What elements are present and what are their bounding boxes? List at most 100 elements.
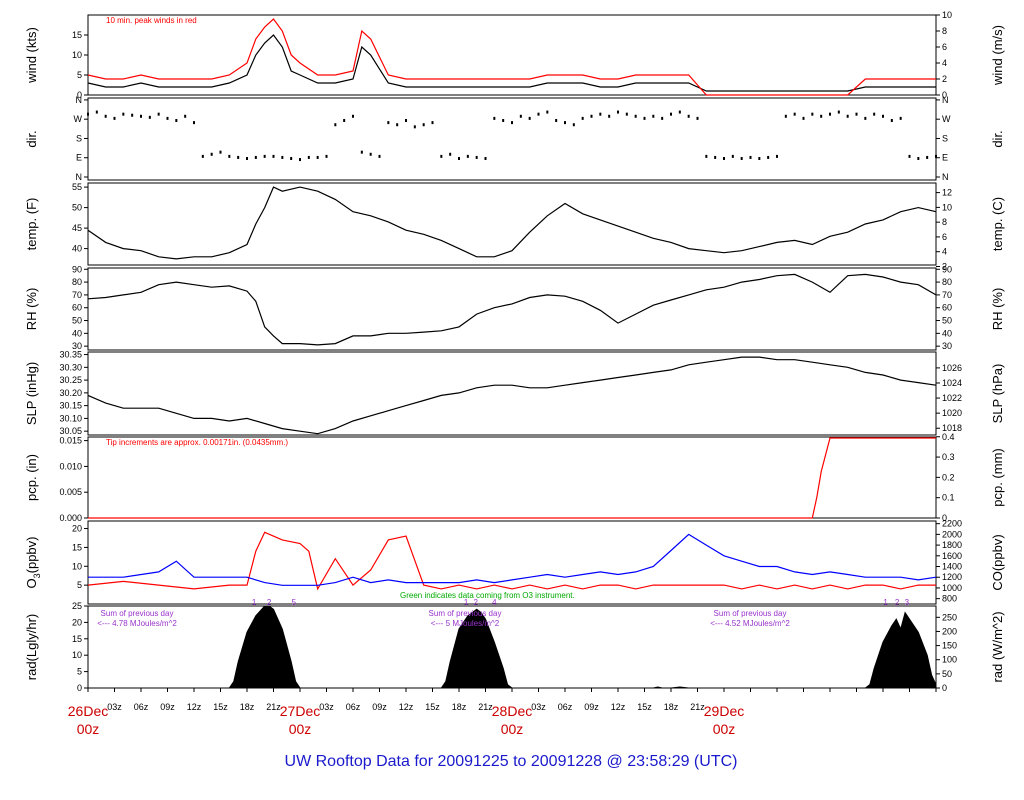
ytick-label-right: 40 (942, 328, 952, 338)
sun-marker: 1 (883, 598, 888, 607)
panel-frame (87, 267, 937, 351)
xtick-label: 15z (213, 702, 228, 712)
ytick-label-left: W (74, 114, 83, 124)
ytick-label-left: 0.010 (59, 461, 82, 471)
ytick-label-left: 20 (72, 524, 82, 534)
ytick-label-right: 100 (942, 655, 957, 665)
ylabel-right: dir. (990, 130, 1005, 147)
ytick-label-right: 1200 (942, 572, 962, 582)
ylabel-left: dir. (24, 130, 39, 147)
ytick-label-right: 200 (942, 626, 957, 636)
ytick-label-right: 8 (942, 217, 947, 227)
ytick-label-right: 6 (942, 232, 947, 242)
dir-point (148, 115, 151, 119)
ylabel-right: pcp. (mm) (990, 448, 1005, 507)
ytick-label-right: 0.3 (942, 452, 955, 462)
ytick-label-right: 0.4 (942, 432, 955, 442)
sun-marker: 2 (474, 598, 479, 607)
ylabel-left: SLP (inHg) (24, 362, 39, 425)
dir-point (705, 154, 708, 158)
panel-frame (87, 182, 937, 266)
panel-rh: RH (%) RH (%) 30 40 50 60 70 80 90 30 40 50 60 70 80 90 (24, 264, 1005, 351)
xtick-label: 18z (452, 702, 467, 712)
dir-point (926, 155, 929, 159)
series-line-red (88, 437, 936, 519)
radiation-area (88, 605, 937, 689)
ytick-label-left: 40 (72, 244, 82, 254)
ytick-label-left: 30.25 (59, 375, 82, 385)
sun-marker: 2 (895, 598, 900, 607)
ytick-label-left: 60 (72, 303, 82, 313)
dir-point (564, 121, 566, 125)
ytick-label-right: 0 (942, 513, 947, 523)
annotation: Green indicates data coming from O3 inst… (400, 591, 575, 600)
xtick-label: 06z (134, 702, 149, 712)
dir-point (387, 121, 390, 125)
dir-point (104, 114, 107, 118)
dir-point (528, 116, 531, 120)
ylabel-left: rad(Lgly/hr) (24, 614, 39, 680)
ytick-label-right: 1022 (942, 393, 962, 403)
dir-point (281, 155, 284, 159)
ytick-label-right: S (942, 133, 948, 143)
series-line-red (87, 531, 936, 591)
dir-point (307, 155, 310, 159)
dir-point (458, 157, 460, 160)
ytick-label-left: 45 (72, 223, 82, 233)
dir-point (776, 154, 778, 158)
dir-point (193, 121, 195, 125)
dir-point (890, 119, 893, 122)
dir-point (714, 155, 717, 159)
ytick-label-left: N (76, 172, 83, 182)
series-line-black (87, 356, 937, 435)
panel-pcp: pcp. (in) pcp. (mm) 0.000 0.005 0.010 0.015 0 0… (24, 432, 1005, 523)
ytick-label-right: 1000 (942, 583, 962, 593)
ytick-label-right: 12 (942, 188, 952, 198)
dir-point (634, 114, 637, 118)
sun-marker: 1 (252, 598, 257, 607)
ytick-label-right: 1400 (942, 562, 962, 572)
ylabel-left: wind (kts) (24, 27, 39, 84)
ytick-label-left: 30.10 (59, 413, 82, 423)
dir-point (555, 119, 558, 122)
ytick-label-right: 90 (942, 264, 952, 274)
ytick-label-left: 10 (72, 650, 82, 660)
sun-marker: 1 (464, 598, 469, 607)
xtick-label: 21z (266, 702, 281, 712)
dir-point (254, 155, 257, 159)
dir-point (599, 112, 602, 116)
xtick-label: 12z (399, 702, 414, 712)
series-line-black (87, 34, 936, 92)
dir-point (449, 152, 452, 156)
ytick-label-left: 30.20 (59, 388, 82, 398)
annotation: 10 min. peak winds in red (106, 16, 197, 25)
dir-point (95, 110, 98, 114)
panel-frame (87, 520, 937, 605)
dir-point (572, 123, 575, 127)
ylabel-left: pcp. (in) (24, 454, 39, 501)
dir-point (369, 152, 372, 156)
ytick-label-right: 0 (942, 683, 947, 693)
dir-point (519, 114, 522, 118)
ytick-label-right: 2 (942, 74, 947, 84)
day-label-hour: 00z (713, 721, 736, 737)
ytick-label-right: E (942, 153, 948, 163)
ylabel-right: temp. (C) (990, 197, 1005, 251)
dir-point (396, 123, 399, 127)
ytick-label-right: 70 (942, 290, 952, 300)
ytick-label-right: 2000 (942, 529, 962, 539)
ytick-label-left: 15 (72, 30, 82, 40)
ytick-label-right: 60 (942, 303, 952, 313)
sun-marker: 4 (492, 598, 497, 607)
dir-point (378, 154, 381, 158)
ytick-label-left: 10 (72, 50, 82, 60)
ytick-label-left: 80 (72, 277, 82, 287)
dir-point (687, 114, 690, 118)
xtick-label: 06z (558, 702, 573, 712)
day-label-hour: 00z (501, 721, 524, 737)
ytick-label-right: 8 (942, 26, 947, 36)
ytick-label-left: 0.005 (59, 487, 82, 497)
day-label: 26Dec (68, 703, 108, 719)
